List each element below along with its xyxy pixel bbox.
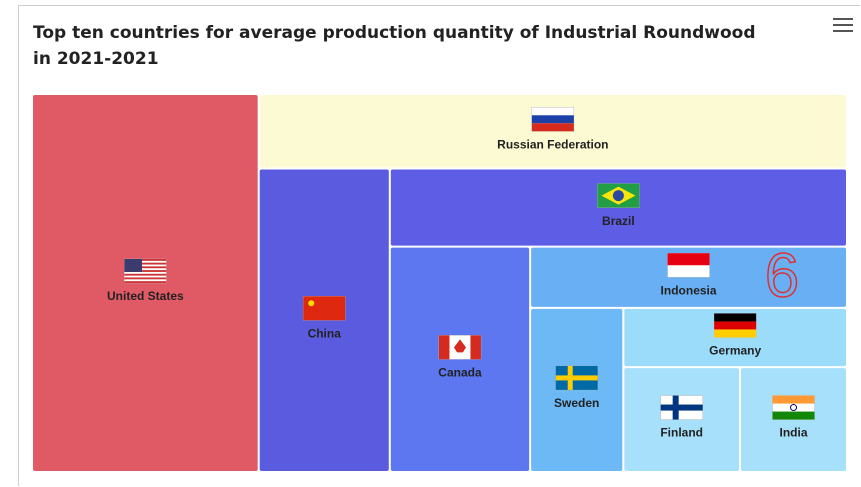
flag-part: [438, 335, 450, 360]
annotation: 6: [765, 241, 799, 310]
flag-icon: [713, 313, 757, 338]
flag-part: [772, 395, 815, 404]
flag-part: [124, 259, 167, 261]
cell-label: India: [780, 426, 808, 440]
menu-bar: [833, 30, 853, 32]
menu-bar: [833, 24, 853, 26]
flag-part: [303, 296, 346, 321]
cell-label: Russian Federation: [497, 137, 608, 151]
cell-label: Finland: [660, 426, 703, 440]
flag-part: [453, 339, 466, 353]
flag-part: [714, 313, 757, 322]
flag-part: [531, 115, 574, 124]
flag-icon: [124, 258, 167, 284]
flag-icon: [660, 395, 703, 420]
chart-title: Top ten countries for average production…: [33, 23, 756, 69]
cell-label: Germany: [709, 344, 761, 358]
flag-part: [790, 404, 798, 412]
flag-icon: [667, 252, 710, 278]
flag-part: [714, 329, 757, 338]
flag-part: [124, 273, 167, 276]
cell-label: China: [308, 326, 342, 340]
cell-label: Brazil: [602, 214, 635, 228]
flag-part: [772, 411, 815, 420]
cell-label: United States: [107, 289, 184, 303]
flag-part: [714, 321, 757, 330]
flag-icon: [772, 395, 815, 420]
flag-part: [470, 335, 481, 360]
flag-part: [612, 190, 624, 202]
cell-label: Sweden: [554, 396, 599, 410]
flag-part: [124, 277, 167, 280]
flag-part: [308, 300, 315, 307]
flag-part: [555, 375, 598, 381]
flag-part: [531, 123, 574, 132]
cell-label: Indonesia: [661, 283, 717, 297]
flag-icon: [597, 183, 640, 208]
flag-part: [124, 259, 142, 272]
chart-card: [18, 5, 860, 486]
flag-part: [124, 266, 167, 269]
menu-button[interactable]: [832, 16, 854, 34]
flag-part: [124, 262, 167, 265]
flag-part: [660, 404, 703, 411]
flag-icon: [438, 335, 482, 360]
flag-part: [124, 270, 167, 272]
flag-part: [124, 281, 167, 283]
flag-icon: [531, 107, 575, 132]
flag-icon: [302, 296, 346, 321]
cell-label: Canada: [438, 365, 482, 379]
flag-icon: [555, 365, 598, 391]
flag-part: [667, 253, 710, 266]
menu-bar: [833, 18, 853, 20]
